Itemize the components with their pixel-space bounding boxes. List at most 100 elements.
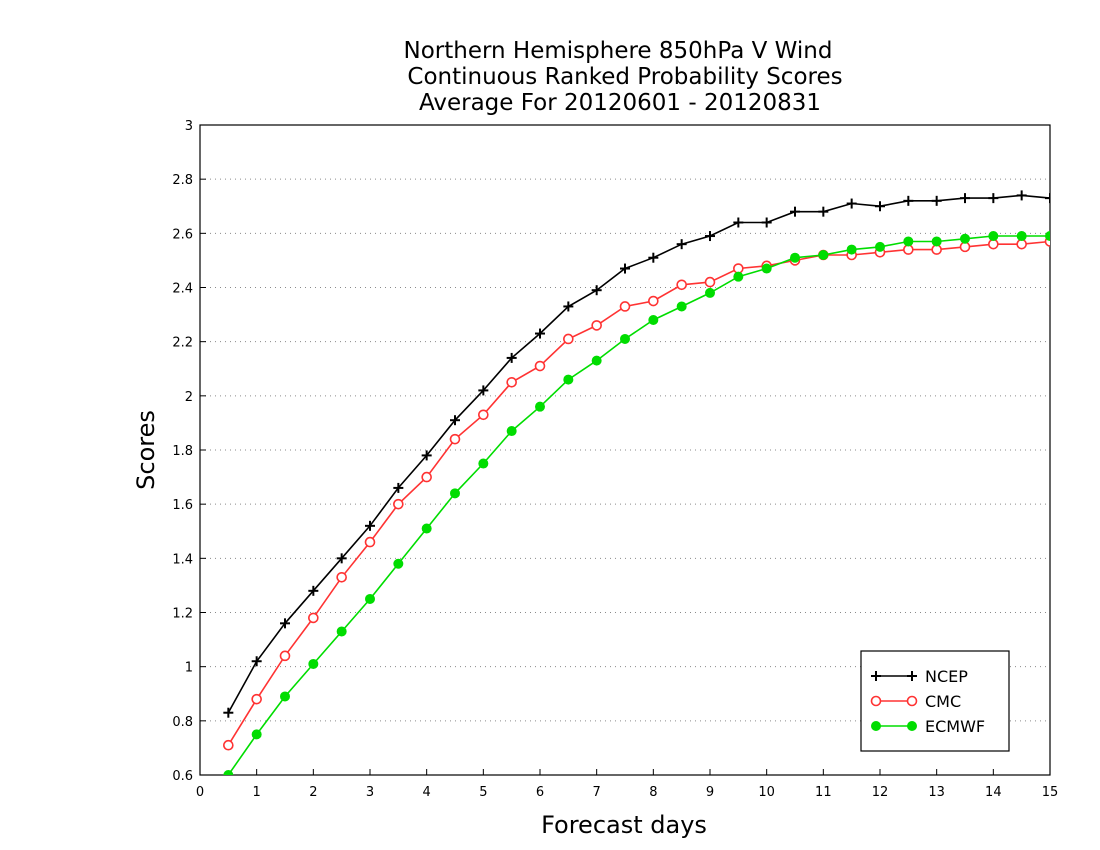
- x-tick-label: 5: [479, 785, 487, 800]
- y-tick-label: 1.6: [172, 498, 193, 513]
- data-point-cmc: [534, 360, 546, 372]
- x-tick-label: 8: [649, 785, 657, 800]
- legend-entry-cmc: CMC: [870, 692, 961, 711]
- x-tick-label: 6: [536, 785, 544, 800]
- data-point-cmc: [421, 471, 432, 483]
- data-point-ecmwf: [761, 263, 772, 274]
- data-point-ncep: [761, 217, 772, 228]
- data-point-ncep: [535, 328, 545, 339]
- legend-marker: [871, 671, 881, 681]
- data-point-ecmwf: [478, 458, 489, 469]
- x-tick-label: 10: [758, 785, 775, 800]
- y-tick-label: 3: [185, 119, 193, 134]
- x-tick-label: 13: [928, 785, 945, 800]
- y-tick-label: 2.2: [172, 336, 193, 351]
- data-point-cmc: [563, 333, 574, 345]
- x-tick-label: 14: [985, 785, 1002, 800]
- data-point-ncep: [280, 618, 290, 629]
- data-point-cmc: [336, 571, 347, 583]
- data-point-ecmwf: [846, 244, 857, 255]
- data-point-cmc: [676, 279, 687, 291]
- data-point-ecmwf: [705, 287, 715, 298]
- data-point-ncep: [1045, 193, 1050, 204]
- legend-marker: [871, 721, 881, 731]
- legend-marker: [907, 721, 917, 731]
- data-point-ecmwf: [733, 271, 744, 282]
- data-point-ncep: [648, 252, 659, 263]
- legend-marker: [906, 695, 918, 707]
- data-point-ecmwf: [506, 426, 517, 437]
- data-point-ecmwf: [563, 374, 574, 385]
- data-point-cmc: [308, 612, 319, 624]
- data-point-ecmwf: [1045, 231, 1050, 242]
- legend-label-cmc: CMC: [925, 692, 961, 711]
- y-tick-label: 1: [185, 661, 193, 676]
- data-point-ecmwf: [365, 593, 375, 604]
- chart-title-line-2: Continuous Ranked Probability Scores: [407, 64, 842, 90]
- data-point-ncep: [875, 201, 885, 212]
- x-tick-label: 9: [706, 785, 714, 800]
- data-point-ncep: [336, 553, 347, 564]
- data-point-ncep: [1016, 190, 1027, 201]
- data-point-ecmwf: [1016, 231, 1027, 242]
- series-layer: [223, 190, 1050, 775]
- x-tick-label: 15: [1042, 785, 1059, 800]
- data-point-ecmwf: [251, 729, 262, 740]
- data-point-ecmwf: [875, 241, 885, 252]
- data-point-ecmwf: [336, 626, 347, 637]
- data-point-ecmwf: [818, 250, 829, 260]
- data-point-ncep: [960, 193, 970, 204]
- data-point-ecmwf: [535, 401, 545, 412]
- data-point-cmc: [648, 295, 659, 307]
- data-point-cmc: [223, 739, 234, 751]
- x-tick-label: 7: [593, 785, 601, 800]
- data-point-ncep: [931, 195, 942, 206]
- y-tick-label: 2.6: [172, 227, 193, 242]
- chart-title-line-1: Northern Hemisphere 850hPa V Wind: [404, 38, 833, 64]
- y-tick-label: 1.8: [172, 444, 193, 459]
- legend-entry-ncep: NCEP: [871, 667, 968, 686]
- y-tick-label: 0.6: [172, 769, 193, 784]
- series-line-ncep: [227, 194, 1050, 714]
- data-point-ncep: [251, 656, 262, 667]
- x-axis-label: Forecast days: [541, 811, 707, 839]
- data-point-ncep: [506, 352, 517, 363]
- data-point-cmc: [506, 376, 517, 388]
- data-point-ecmwf: [280, 691, 290, 702]
- x-tick-label: 11: [815, 785, 832, 800]
- data-point-cmc: [251, 693, 262, 705]
- data-point-cmc: [449, 433, 461, 445]
- y-tick-label: 2: [185, 390, 193, 405]
- data-point-ncep: [421, 450, 432, 461]
- y-tick-label: 2.4: [172, 282, 193, 297]
- x-tick-label: 12: [872, 785, 889, 800]
- data-point-ecmwf: [620, 333, 630, 344]
- data-point-ncep: [393, 482, 404, 493]
- y-tick-label: 2.8: [172, 173, 193, 188]
- chart-title-line-3: Average For 20120601 - 20120831: [419, 90, 821, 116]
- data-point-ecmwf: [931, 236, 942, 247]
- data-point-ecmwf: [393, 558, 404, 569]
- data-point-cmc: [478, 409, 489, 421]
- data-point-ncep: [478, 385, 489, 396]
- x-tick-label: 2: [309, 785, 317, 800]
- data-point-ncep: [223, 707, 234, 718]
- data-point-ncep: [903, 195, 914, 206]
- data-point-ecmwf: [790, 252, 800, 263]
- y-tick-label: 1.2: [172, 607, 193, 622]
- data-point-ecmwf: [308, 658, 319, 669]
- y-axis-label: Scores: [132, 410, 160, 490]
- legend: NCEP CMC ECMWF: [860, 650, 1010, 752]
- series-ecmwf: [223, 231, 1050, 775]
- data-point-ncep: [308, 585, 319, 596]
- data-point-ncep: [563, 301, 574, 312]
- data-point-ecmwf: [960, 233, 970, 244]
- axis-ticks: 0.60.811.21.41.61.822.22.42.62.830 1 2 3 4 5 6…: [172, 119, 1058, 800]
- legend-marker: [907, 671, 917, 681]
- y-tick-label: 1.4: [172, 552, 193, 567]
- y-tick-label: 0.8: [172, 715, 193, 730]
- data-point-ncep: [676, 239, 687, 250]
- x-tick-label: 3: [366, 785, 374, 800]
- data-point-cmc: [279, 650, 291, 662]
- data-point-ecmwf: [450, 488, 460, 499]
